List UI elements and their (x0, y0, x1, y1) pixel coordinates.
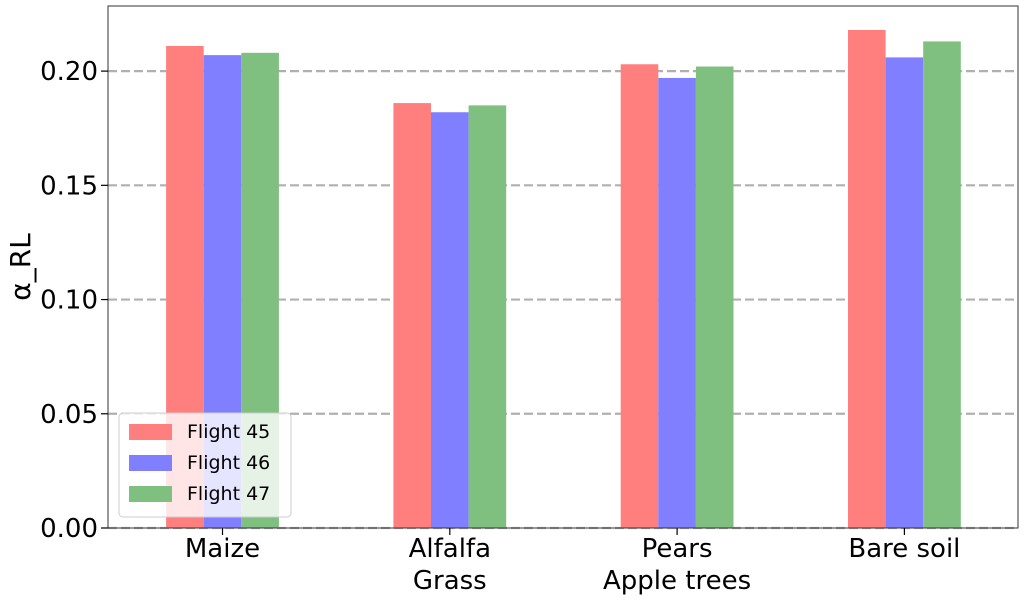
bar-flight-47 (468, 105, 507, 528)
y-tick-label: 0.10 (40, 286, 98, 316)
legend-label: Flight 46 (187, 452, 270, 474)
legend-label: Flight 45 (187, 421, 270, 443)
x-tick-label: Bare soil (848, 534, 960, 564)
bar-flight-45 (620, 64, 659, 528)
legend-swatch (129, 486, 172, 502)
y-axis-label: α_RL (4, 233, 37, 301)
y-tick-label: 0.15 (40, 171, 98, 201)
y-tick-label: 0.05 (40, 400, 98, 430)
y-tick-label: 0.20 (40, 57, 98, 87)
bar-flight-46 (658, 77, 696, 529)
legend-label: Flight 47 (187, 483, 270, 505)
y-axis: 0.00 0.05 0.10 0.15 0.20 (40, 57, 108, 544)
bar-flight-45 (393, 103, 431, 528)
bar-flight-47 (923, 41, 961, 529)
bar-flight-47 (695, 66, 734, 528)
x-tick-label: Grass (413, 566, 487, 596)
legend-swatch (129, 455, 172, 471)
bar-flight-45 (848, 29, 886, 528)
bar-flight-46 (431, 112, 469, 528)
legend: Flight 45 Flight 46 Flight 47 (118, 412, 292, 518)
bar-flight-46 (885, 57, 924, 528)
x-tick-label: Alfalfa (409, 534, 491, 564)
x-tick-label: Maize (185, 534, 260, 564)
plot-frame (107, 5, 1019, 529)
x-tick-label: Pears (642, 534, 713, 564)
y-tick-label: 0.00 (40, 514, 98, 544)
legend-swatch (129, 424, 172, 440)
x-tick-label: Apple trees (603, 566, 751, 596)
